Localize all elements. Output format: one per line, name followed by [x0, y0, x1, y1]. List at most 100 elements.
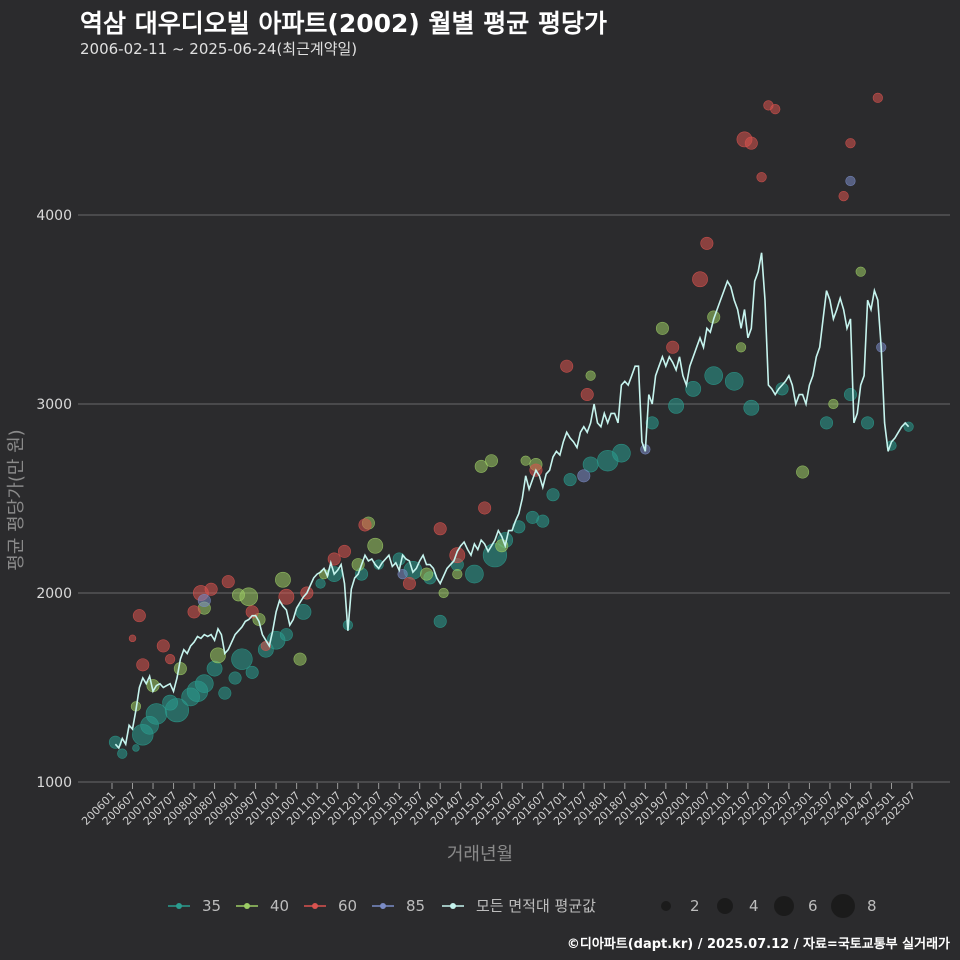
- data-point: [484, 454, 498, 468]
- data-point: [433, 614, 447, 628]
- y-axis-title: 평균 평당가(만 원): [6, 429, 27, 570]
- chart-title: 역삼 대우디오빌 아파트(2002) 월별 평균 평당가: [80, 9, 607, 38]
- data-point: [577, 469, 591, 483]
- data-point: [724, 372, 744, 391]
- data-point: [775, 382, 789, 396]
- data-point: [293, 652, 307, 666]
- data-point: [279, 628, 293, 642]
- data-point: [165, 654, 176, 665]
- data-point: [173, 662, 187, 676]
- legend: 35 40 60 85 모든 면적대 평균값 2 4 6 8: [168, 894, 877, 918]
- data-point: [197, 594, 211, 608]
- data-point: [700, 236, 714, 250]
- data-point: [315, 578, 326, 589]
- data-point: [221, 575, 235, 589]
- data-point: [770, 104, 781, 115]
- data-point: [655, 321, 669, 335]
- data-point: [367, 537, 384, 554]
- legend-swatch-dot: [244, 903, 250, 909]
- data-point: [666, 340, 680, 354]
- legend-size-label: 8: [867, 897, 877, 915]
- data-point: [735, 342, 747, 353]
- data-point: [433, 522, 447, 536]
- data-point: [239, 587, 259, 607]
- data-point: [474, 459, 488, 473]
- data-point: [820, 416, 834, 430]
- data-point: [536, 514, 550, 528]
- data-points: [108, 92, 914, 759]
- data-point: [164, 698, 190, 723]
- data-point: [136, 658, 150, 672]
- data-point: [645, 416, 659, 430]
- legend-swatch-dot: [176, 903, 182, 909]
- data-point: [358, 518, 372, 532]
- data-point: [275, 571, 291, 588]
- data-point: [210, 647, 226, 664]
- legend-size-label: 6: [808, 897, 818, 915]
- data-point: [452, 568, 463, 580]
- legend-size-dot: [717, 898, 733, 914]
- data-point: [612, 443, 631, 463]
- data-point: [195, 674, 214, 694]
- data-point: [478, 501, 492, 515]
- data-point: [218, 686, 232, 700]
- data-point: [520, 455, 531, 466]
- data-point: [278, 588, 295, 605]
- data-point: [845, 138, 856, 149]
- legend-swatch-dot: [450, 903, 456, 909]
- data-point: [796, 465, 810, 479]
- legend-swatch-dot: [380, 903, 386, 909]
- data-point: [397, 568, 408, 580]
- grid-lines: [78, 214, 950, 783]
- x-axis-title: 거래년월: [447, 844, 513, 865]
- data-point: [187, 605, 201, 619]
- chart-subtitle: 2006-02-11 ~ 2025-06-24(최근계약일): [80, 40, 358, 58]
- legend-label: 모든 면적대 평균값: [476, 897, 596, 915]
- legend-size-label: 4: [749, 897, 759, 915]
- legend-label: 35: [202, 897, 221, 915]
- data-point: [843, 388, 857, 402]
- data-point: [580, 388, 594, 402]
- data-point: [872, 92, 883, 103]
- data-point: [156, 639, 170, 653]
- data-point: [128, 634, 137, 643]
- data-point: [117, 748, 128, 759]
- legend-size-label: 2: [690, 897, 700, 915]
- legend-size-dot: [661, 901, 671, 911]
- y-tick-label: 1000: [36, 775, 72, 791]
- average-line: [114, 252, 910, 750]
- data-point: [560, 359, 574, 373]
- x-axis-ticks: 2006012006072007012007072008012008072009…: [79, 783, 918, 828]
- data-point: [465, 564, 484, 584]
- legend-label: 60: [338, 897, 357, 915]
- data-point: [756, 172, 767, 183]
- data-point: [206, 660, 223, 677]
- legend-label: 85: [406, 897, 425, 915]
- y-axis-ticks: 1000 2000 3000 4000: [36, 208, 72, 791]
- data-point: [231, 648, 253, 670]
- data-point: [685, 380, 702, 397]
- data-point: [337, 544, 351, 558]
- data-point: [438, 587, 449, 599]
- legend-swatch-dot: [312, 903, 318, 909]
- legend-label: 40: [270, 897, 289, 915]
- data-point: [546, 488, 560, 502]
- data-point: [744, 136, 758, 150]
- data-point: [132, 744, 140, 752]
- data-point: [743, 399, 760, 416]
- data-point: [132, 609, 146, 623]
- data-point: [402, 577, 416, 591]
- data-point: [692, 271, 708, 288]
- data-point: [861, 416, 875, 430]
- data-point: [828, 398, 839, 410]
- data-point: [420, 567, 434, 581]
- data-point: [838, 191, 849, 202]
- legend-size-dot: [774, 896, 794, 916]
- data-point: [585, 370, 596, 381]
- data-point: [245, 665, 259, 679]
- footer-credit: ©디아파트(dapt.kr) / 2025.07.12 / 자료=국토교통부 실…: [566, 937, 950, 952]
- y-tick-label: 4000: [36, 208, 72, 224]
- data-point: [449, 547, 466, 564]
- data-point: [204, 582, 218, 596]
